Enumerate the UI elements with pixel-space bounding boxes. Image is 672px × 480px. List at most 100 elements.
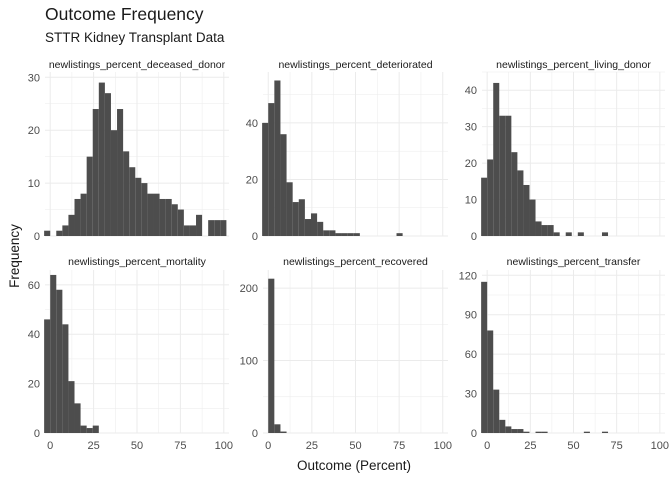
- y-tick-label: 0: [471, 231, 477, 243]
- histogram-bar: [153, 193, 160, 236]
- histogram-bar: [189, 225, 197, 236]
- x-tick-label: 75: [174, 440, 186, 452]
- facet-strip-label: newlistings_percent_deteriorated: [278, 59, 432, 71]
- y-tick-label: 200: [240, 283, 258, 295]
- y-tick-label: 20: [246, 174, 258, 186]
- histogram-bar: [147, 193, 154, 236]
- histogram-bar: [481, 177, 488, 236]
- histogram-bar: [165, 198, 172, 236]
- histogram-bar: [117, 109, 124, 236]
- y-tick-label: 30: [465, 122, 477, 134]
- facet-strip-label: newlistings_percent_recovered: [283, 256, 428, 268]
- histogram-bar: [86, 156, 93, 236]
- x-tick-label: 0: [265, 440, 271, 452]
- x-tick-label: 75: [611, 440, 623, 452]
- histogram-bar: [347, 233, 354, 236]
- histogram-bar: [323, 230, 330, 236]
- histogram-bar: [280, 134, 287, 236]
- y-tick-label: 0: [471, 428, 477, 440]
- histogram-bar: [80, 425, 87, 433]
- histogram-bar: [535, 431, 542, 433]
- histogram-bar: [62, 225, 69, 236]
- histogram-bar: [511, 152, 518, 236]
- histogram-bar: [541, 431, 548, 433]
- histogram-bar: [68, 381, 75, 433]
- histogram-bar: [547, 225, 554, 236]
- histogram-bar: [487, 330, 494, 433]
- y-tick-label: 0: [34, 428, 40, 440]
- histogram-bar: [493, 82, 500, 236]
- histogram-bar: [50, 274, 57, 433]
- y-tick-label: 0: [252, 231, 258, 243]
- x-axis-label: Outcome (Percent): [297, 458, 411, 473]
- y-tick-label: 60: [465, 349, 477, 361]
- x-tick-label: 100: [651, 440, 669, 452]
- histogram-bar: [183, 225, 190, 236]
- histogram-bar: [511, 429, 518, 433]
- histogram-bar: [541, 225, 548, 236]
- facet-strip-label: newlistings_percent_living_donor: [496, 59, 651, 71]
- histogram-bar: [481, 281, 488, 433]
- x-tick-label: 50: [349, 440, 361, 452]
- histogram-bar: [292, 202, 299, 236]
- histogram-bar: [317, 221, 324, 236]
- x-tick-label: 100: [215, 440, 233, 452]
- histogram-bar: [92, 109, 99, 236]
- y-tick-label: 20: [465, 158, 477, 170]
- facet-strip-label: newlistings_percent_deceased_donor: [49, 59, 226, 71]
- histogram-bar: [517, 429, 524, 433]
- y-tick-label: 20: [28, 379, 40, 391]
- histogram-bar: [310, 213, 318, 236]
- histogram-bar: [268, 278, 275, 433]
- histogram-bar: [56, 230, 63, 236]
- histogram-bar: [286, 182, 293, 236]
- x-tick-label: 75: [393, 440, 405, 452]
- histogram-bar: [523, 431, 530, 433]
- histogram-bar: [577, 232, 584, 236]
- histogram-bar: [493, 389, 500, 433]
- histogram-bar: [80, 193, 87, 236]
- histogram-bar: [62, 324, 69, 433]
- histogram-bar: [529, 199, 536, 236]
- x-tick-label: 50: [131, 440, 143, 452]
- histogram-bar: [535, 221, 542, 236]
- histogram-bar: [44, 230, 51, 236]
- histogram-bar: [487, 159, 494, 236]
- histogram-bar: [329, 230, 336, 236]
- y-tick-label: 100: [240, 356, 258, 368]
- x-tick-label: 25: [87, 440, 99, 452]
- histogram-bar: [280, 431, 287, 433]
- x-tick-label: 100: [434, 440, 452, 452]
- x-tick-label: 0: [47, 440, 53, 452]
- histogram-bar: [104, 93, 111, 237]
- histogram-bar: [214, 220, 221, 236]
- y-tick-label: 90: [465, 310, 477, 322]
- histogram-bar: [159, 198, 166, 236]
- histogram-bar: [396, 233, 403, 236]
- histogram-bar: [601, 232, 609, 236]
- facet-strip-label: newlistings_percent_mortality: [68, 256, 206, 268]
- histogram-bar: [68, 214, 75, 236]
- histogram-bar: [298, 199, 305, 236]
- histogram-bar: [98, 82, 105, 236]
- y-tick-label: 10: [465, 195, 477, 207]
- histogram-bar: [44, 319, 51, 433]
- histogram-bar: [262, 122, 269, 236]
- histogram-bar: [220, 220, 227, 236]
- y-tick-label: 40: [246, 118, 258, 130]
- histogram-bar: [74, 198, 81, 236]
- histogram-bar: [553, 232, 560, 236]
- histogram-bar: [177, 209, 184, 236]
- x-tick-label: 25: [306, 440, 318, 452]
- histogram-bar: [341, 233, 348, 236]
- histogram-bar: [523, 184, 530, 236]
- histogram-bar: [92, 425, 99, 433]
- x-tick-label: 50: [567, 440, 579, 452]
- histogram-bar: [499, 419, 506, 433]
- y-tick-label: 10: [28, 178, 40, 190]
- histogram-bar: [274, 424, 281, 433]
- histogram-bar: [353, 233, 360, 236]
- y-tick-label: 60: [28, 280, 40, 292]
- x-tick-label: 25: [524, 440, 536, 452]
- histogram-bar: [505, 426, 512, 433]
